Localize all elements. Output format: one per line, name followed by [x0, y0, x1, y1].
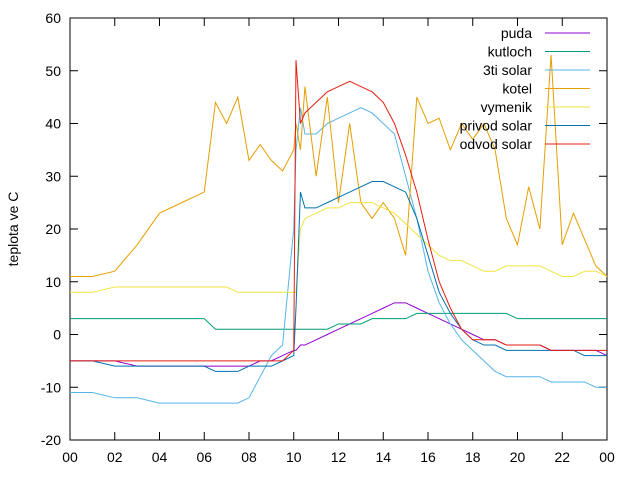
x-tick-label: 16: [420, 449, 436, 465]
y-tick-label: 50: [45, 63, 61, 79]
y-tick-label: 20: [45, 221, 61, 237]
x-tick-label: 00: [62, 449, 78, 465]
x-tick-label: 10: [286, 449, 302, 465]
y-tick-label: -20: [41, 432, 61, 448]
x-tick-label: 14: [375, 449, 391, 465]
series-line: [70, 181, 607, 372]
x-tick-label: 22: [554, 449, 570, 465]
legend-label: kutloch: [488, 44, 532, 60]
x-tick-label: 18: [465, 449, 481, 465]
legend-label: kotel: [502, 81, 532, 97]
plot-border: [69, 17, 608, 441]
y-tick-label: 30: [45, 168, 61, 184]
y-tick-label: 0: [53, 327, 61, 343]
legend-label: vymenik: [481, 99, 533, 115]
legend-label: puda: [501, 25, 532, 41]
series-line: [70, 107, 607, 404]
x-tick-label: 06: [196, 449, 212, 465]
y-axis-label: teplota ve C: [5, 192, 21, 267]
x-tick-label: 02: [107, 449, 123, 465]
y-tick-label: -10: [41, 379, 61, 395]
legend-label: privod solar: [460, 118, 533, 134]
series-line: [70, 312, 607, 330]
series-line: [70, 302, 608, 367]
y-tick-label: 10: [45, 274, 61, 290]
legend-label: odvod solar: [460, 136, 533, 152]
y-tick-label: 60: [45, 10, 61, 26]
x-tick-label: 04: [152, 449, 168, 465]
x-tick-label: 20: [510, 449, 526, 465]
y-tick-label: 40: [45, 116, 61, 132]
x-tick-label: 12: [331, 449, 347, 465]
series-line: [70, 60, 607, 362]
legend-label: 3ti solar: [483, 62, 532, 78]
x-tick-label: 00: [599, 449, 615, 465]
x-tick-label: 08: [241, 449, 257, 465]
series-line: [70, 202, 608, 293]
